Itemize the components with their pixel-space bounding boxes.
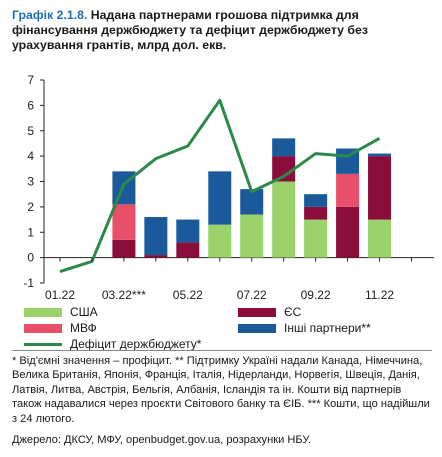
bar-segment (272, 138, 296, 157)
chart-line (59, 98, 381, 274)
bar-segment (112, 204, 136, 240)
legend-label-deficit: Дефіцит держбюджету* (70, 337, 202, 351)
y-tick-label: 1 (27, 225, 34, 239)
bar-segment (176, 219, 200, 243)
y-tick-label: 3 (27, 175, 34, 189)
y-tick-label: 7 (27, 73, 34, 87)
y-tick-label: 5 (27, 124, 34, 138)
legend-item-deficit: Дефіцит держбюджету* (24, 337, 201, 351)
bar-segment (208, 224, 232, 258)
x-tick-label: 05.22 (173, 288, 203, 302)
bar-segment (144, 255, 168, 258)
x-tick-label: 07.22 (237, 288, 267, 302)
legend-swatch-deficit (24, 342, 62, 346)
deficit-line (59, 98, 381, 274)
y-tick-label: 6 (27, 98, 34, 112)
legend-label-imf: МВФ (70, 321, 97, 335)
x-tick-label: 09.22 (301, 288, 331, 302)
notes-divider (12, 350, 432, 351)
legend-item-usa: США (24, 305, 98, 319)
bar-segment (368, 153, 392, 157)
bar-segment (304, 194, 328, 207)
bar-segment (368, 156, 392, 220)
chart-bars (112, 138, 392, 258)
figure-title: Надана партнерами грошова підтримка для … (12, 8, 368, 52)
bar-segment (272, 181, 296, 258)
bar-segment (176, 242, 200, 258)
chart-ticks: -1 0 1 2 3 4 5 6 7 01.22 03.22*** 05.22 07.22 09.22 11… (23, 73, 412, 302)
bar-segment (336, 206, 360, 258)
legend-item-other: Інші партнери** (238, 321, 371, 335)
bar-segment (240, 189, 264, 215)
bar-segment (112, 239, 136, 258)
y-tick-label: 2 (27, 200, 34, 214)
x-tick-label: 01.22 (45, 288, 75, 302)
y-tick-label: 0 (27, 251, 34, 265)
bar-segment (304, 206, 328, 220)
figure-label: Графік 2.1.8. (12, 8, 88, 22)
legend-label-eu: ЄС (284, 305, 302, 319)
bar-segment (144, 217, 168, 256)
y-tick-label: -1 (23, 276, 34, 290)
bar-segment (272, 156, 296, 182)
x-tick-label: 11.22 (365, 288, 394, 302)
y-tick-label: 4 (27, 149, 34, 163)
legend-swatch-imf (24, 323, 62, 333)
legend-item-imf: МВФ (24, 321, 97, 335)
x-tick-label: 03.22*** (102, 288, 146, 302)
footnotes: * Від'ємні значення – профіцит. ** Підтр… (12, 355, 430, 425)
bar-segment (304, 219, 328, 258)
legend-label-usa: США (70, 305, 98, 319)
bar-segment (336, 173, 360, 207)
source-line: Джерело: ДКСУ, МФУ, openbudget.gov.ua, р… (12, 434, 312, 446)
legend-swatch-eu (238, 307, 276, 317)
legend-swatch-usa (24, 307, 62, 317)
legend-label-other: Інші партнери** (284, 321, 371, 335)
legend-swatch-other (238, 323, 276, 333)
bar-segment (240, 214, 264, 258)
chart-title: Графік 2.1.8. Надана партнерами грошова … (12, 8, 432, 53)
bar-segment (208, 171, 232, 225)
legend-item-eu: ЄС (238, 305, 301, 319)
bar-segment (368, 219, 392, 258)
